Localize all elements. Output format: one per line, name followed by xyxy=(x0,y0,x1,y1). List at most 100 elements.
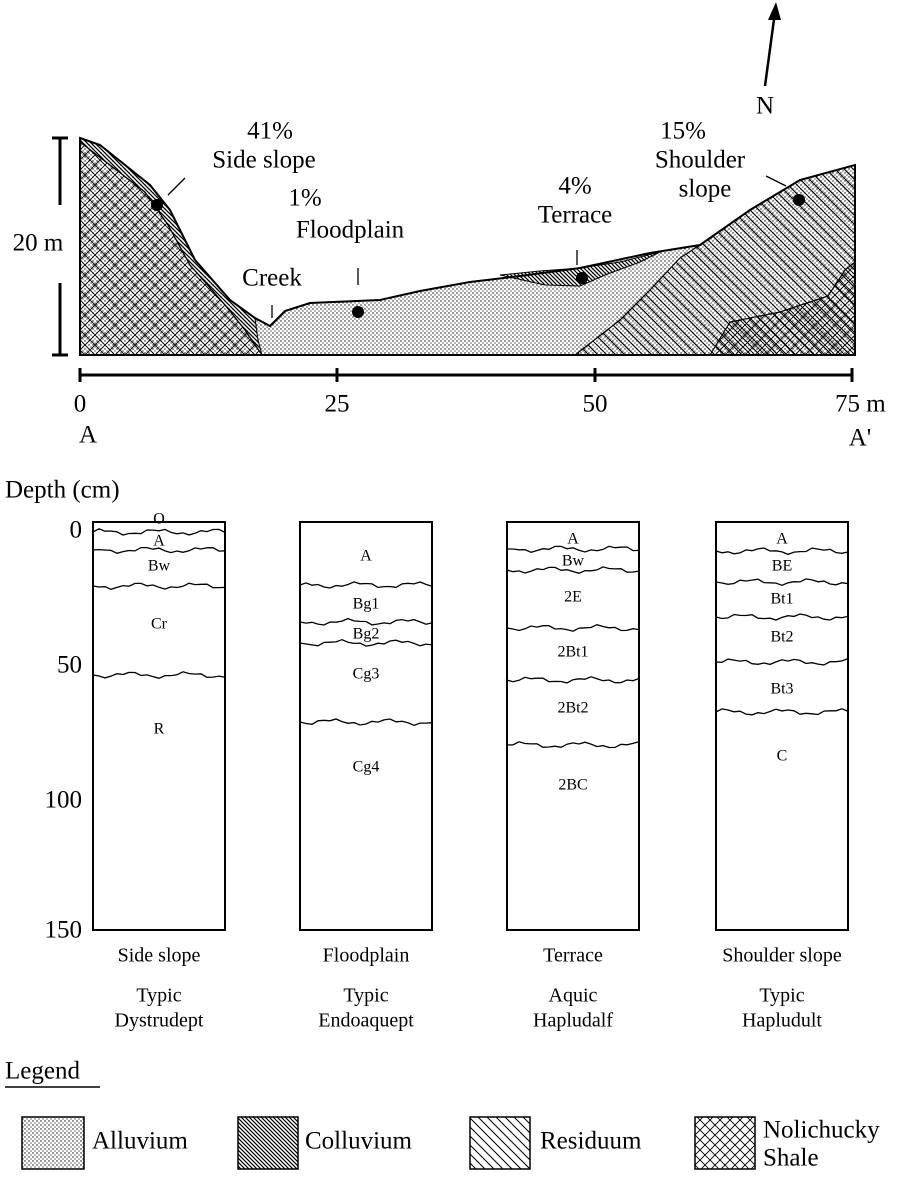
horizon-label: Bg2 xyxy=(353,626,380,643)
horizon-boundary xyxy=(506,741,640,749)
horizon-label: O xyxy=(153,511,165,528)
horizon-label: Bw xyxy=(148,558,171,575)
horizon-boundary xyxy=(299,718,433,726)
slope-label: 15% xyxy=(660,118,706,145)
horizon-boundary xyxy=(92,671,226,679)
depth-tick-label: 50 xyxy=(57,652,82,679)
horizon-boundary xyxy=(715,657,849,666)
horizon-boundary xyxy=(92,582,226,590)
distance-tick-label: 75 m xyxy=(835,391,886,418)
ground-surface xyxy=(79,136,856,356)
soil-classification: Dystrudept xyxy=(115,1010,204,1032)
horizon-boundary xyxy=(715,613,849,621)
soil-classification: Typic xyxy=(136,985,181,1007)
horizon-boundary xyxy=(92,546,226,554)
site-label: Side slope xyxy=(212,147,315,174)
soil-classification: Hapludalf xyxy=(533,1010,613,1032)
legend-label: Alluvium xyxy=(92,1128,188,1155)
legend-swatch xyxy=(469,1116,531,1170)
distance-axis xyxy=(78,368,854,382)
horizon-boundary xyxy=(506,624,640,632)
north-arrow xyxy=(763,11,777,87)
soil-classification: Typic xyxy=(759,985,804,1007)
legend-label: Nolichucky xyxy=(763,1117,880,1144)
site-dot xyxy=(576,272,588,284)
horizon-label: Bg1 xyxy=(353,596,380,613)
section-end: A xyxy=(79,422,97,449)
profile-position: Side slope xyxy=(118,945,201,967)
legend-title: Legend xyxy=(5,1058,80,1085)
soil-classification: Hapludult xyxy=(742,1010,822,1032)
profile-column xyxy=(299,521,433,931)
site-dot xyxy=(793,194,805,206)
scale-label: 20 m xyxy=(13,230,64,257)
horizon-boundary xyxy=(715,578,849,586)
leader xyxy=(167,177,186,196)
leader xyxy=(765,175,787,187)
depth-axis-label: Depth (cm) xyxy=(5,477,120,504)
slope-label: 41% xyxy=(247,118,293,145)
depth-tick-label: 0 xyxy=(70,517,83,544)
soil-classification: Aquic xyxy=(549,985,598,1007)
legend-label: Shale xyxy=(763,1145,819,1172)
scale-bar xyxy=(52,136,68,357)
creek-label: Creek xyxy=(242,265,302,292)
profile-position: Shoulder slope xyxy=(722,945,842,967)
slope-label: 1% xyxy=(288,185,321,212)
section-end: A' xyxy=(849,425,872,452)
depth-tick-label: 150 xyxy=(45,917,83,944)
distance-tick-label: 25 xyxy=(325,391,350,418)
shale-left xyxy=(79,140,264,356)
horizon-boundary xyxy=(92,528,226,536)
horizon-label: Bt3 xyxy=(770,681,793,698)
legend-swatch xyxy=(21,1116,85,1170)
soil-classification: Endoaquept xyxy=(318,1010,414,1032)
north-label: N xyxy=(756,93,774,120)
legend-label: Residuum xyxy=(540,1128,642,1155)
horizon-label: Bw xyxy=(562,553,585,570)
site-dot xyxy=(352,306,364,318)
site-label: Shoulder xyxy=(655,147,746,174)
profile-column xyxy=(92,521,226,931)
horizon-label: Bt1 xyxy=(770,591,793,608)
horizon-label: A xyxy=(776,531,788,548)
site-label: Floodplain xyxy=(296,217,405,244)
legend-label: Colluvium xyxy=(305,1128,413,1155)
legend-swatch xyxy=(237,1116,299,1170)
horizon-label: 2E xyxy=(564,589,582,606)
horizon-boundary xyxy=(299,617,433,626)
slope-label: 4% xyxy=(558,173,591,200)
horizon-boundary xyxy=(506,566,640,574)
horizon-label: A xyxy=(153,533,165,550)
depth-tick-label: 100 xyxy=(45,787,83,814)
profile-position: Floodplain xyxy=(323,945,410,967)
site-label: slope xyxy=(679,176,732,203)
profile-column xyxy=(715,521,849,931)
horizon-boundary xyxy=(715,547,849,556)
horizon-label: A xyxy=(360,548,372,565)
horizon-label: 2BC xyxy=(558,777,587,794)
horizon-boundary xyxy=(506,676,640,684)
horizon-label: Bt2 xyxy=(770,629,793,646)
horizon-label: 2Bt2 xyxy=(557,700,588,717)
site-dot xyxy=(151,199,163,211)
soil-classification: Typic xyxy=(343,985,388,1007)
distance-tick-label: 0 xyxy=(74,391,87,418)
horizon-label: Cr xyxy=(151,616,168,633)
cross-section: N 20 m 41% Side slope 1% Floodplain 4% T… xyxy=(13,2,886,452)
legend-swatch xyxy=(694,1116,756,1170)
horizon-label: C xyxy=(777,748,788,765)
north-arrowhead xyxy=(768,2,781,20)
horizon-boundary xyxy=(507,545,640,553)
horizon-label: Cg3 xyxy=(353,666,380,683)
horizon-boundary xyxy=(299,639,433,647)
horizon-label: R xyxy=(154,721,165,738)
distance-tick-label: 50 xyxy=(583,391,608,418)
horizon-label: Cg4 xyxy=(353,759,380,776)
horizon-label: 2Bt1 xyxy=(557,644,588,661)
profile-column xyxy=(506,521,640,931)
profile-position: Terrace xyxy=(543,945,603,967)
site-label: Terrace xyxy=(538,202,613,229)
